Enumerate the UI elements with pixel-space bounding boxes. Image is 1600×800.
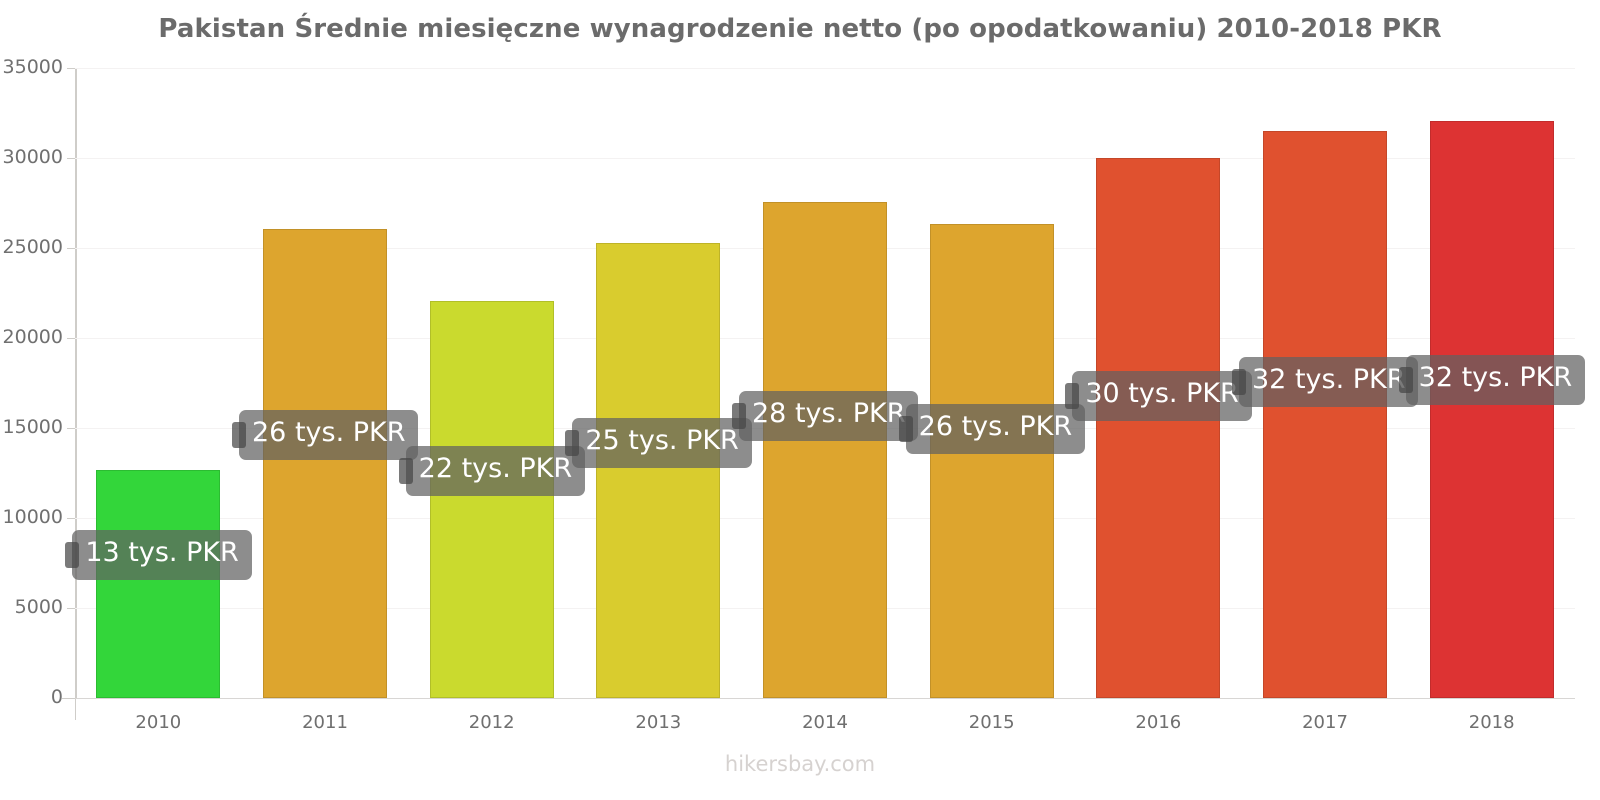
- data-label-text: 32 tys. PKR: [1252, 364, 1406, 395]
- data-label-2012: 22 tys. PKR: [398, 446, 586, 496]
- data-label-text: 13 tys. PKR: [85, 537, 239, 568]
- y-axis-tick-mark: [67, 338, 75, 339]
- tooltip-stem: [565, 430, 580, 456]
- gridline: [75, 68, 1575, 69]
- bar-2018[interactable]: [1429, 121, 1554, 698]
- y-axis-tick-label: 15000: [2, 416, 63, 438]
- x-axis-tick-label-2016: 2016: [1135, 712, 1182, 733]
- data-label-2013: 25 tys. PKR: [565, 418, 752, 468]
- y-axis-tick-mark: [67, 158, 75, 159]
- tooltip-stem: [732, 403, 746, 429]
- data-label-text: 26 tys. PKR: [918, 411, 1073, 442]
- data-label-2011: 26 tys. PKR: [232, 410, 419, 460]
- y-axis-tick-label: 5000: [14, 596, 63, 618]
- data-label-text: 26 tys. PKR: [252, 417, 406, 448]
- data-label-text: 32 tys. PKR: [1418, 362, 1573, 393]
- bar-2012[interactable]: [429, 301, 554, 698]
- source-watermark: hikersbay.com: [724, 752, 876, 776]
- tooltip-stem: [1232, 369, 1246, 395]
- x-axis-tick-label-2014: 2014: [802, 712, 848, 733]
- gridline: [75, 158, 1575, 159]
- tooltip-stem: [1398, 367, 1413, 393]
- y-axis-tick-label: 35000: [2, 56, 63, 78]
- bar-2010[interactable]: [96, 470, 221, 698]
- gridline: [75, 698, 1575, 699]
- tooltip-stem: [1065, 383, 1080, 409]
- x-axis-tick-label-2015: 2015: [968, 712, 1015, 733]
- data-label-2015: 26 tys. PKR: [898, 404, 1086, 454]
- data-label-text: 30 tys. PKR: [1085, 378, 1239, 409]
- bar-2015[interactable]: [929, 223, 1054, 698]
- data-label-text: 25 tys. PKR: [585, 425, 739, 456]
- y-axis-tick-mark: [67, 248, 75, 249]
- data-label-2014: 28 tys. PKR: [732, 391, 919, 441]
- plot-area: [75, 68, 1575, 699]
- tooltip-stem: [398, 458, 413, 484]
- y-axis-tick-mark: [67, 698, 75, 699]
- x-axis-tick-label-2018: 2018: [1468, 712, 1515, 733]
- data-label-text: 28 tys. PKR: [752, 398, 906, 429]
- y-axis-tick-mark: [67, 68, 75, 69]
- y-axis-tick-label: 10000: [2, 506, 63, 528]
- x-axis-tick-label-2012: 2012: [468, 712, 515, 733]
- y-axis-tick-mark: [67, 608, 75, 609]
- tooltip-stem: [898, 416, 913, 442]
- y-axis-tick-label: 25000: [2, 236, 63, 258]
- data-label-2010: 13 tys. PKR: [65, 530, 252, 580]
- tooltip-stem: [65, 542, 80, 568]
- x-axis-tick-label-2013: 2013: [635, 712, 682, 733]
- data-label-2016: 30 tys. PKR: [1065, 371, 1252, 421]
- data-label-2017: 32 tys. PKR: [1232, 357, 1419, 407]
- page-title: Pakistan Średnie miesięczne wynagrodzeni…: [158, 14, 1442, 44]
- data-label-2018: 32 tys. PKR: [1398, 355, 1586, 405]
- y-axis-tick-label: 0: [50, 686, 63, 708]
- x-axis-tick-label-2017: 2017: [1302, 712, 1348, 733]
- bar-2013[interactable]: [596, 242, 721, 698]
- y-axis-tick-label: 30000: [2, 146, 63, 168]
- bar-2014[interactable]: [763, 202, 887, 698]
- x-axis-tick-label-2011: 2011: [302, 712, 348, 733]
- bar-2017[interactable]: [1263, 131, 1387, 698]
- bar-2011[interactable]: [263, 229, 387, 698]
- data-label-text: 22 tys. PKR: [418, 453, 573, 484]
- y-axis-line: [75, 68, 77, 698]
- tooltip-stem: [232, 422, 246, 448]
- y-axis-tick-label: 20000: [2, 326, 63, 348]
- y-axis-tick-mark: [67, 518, 75, 519]
- bar-2016[interactable]: [1096, 158, 1221, 698]
- x-axis-tick-mark: [75, 698, 76, 720]
- y-axis-tick-mark: [67, 428, 75, 429]
- x-axis-tick-label-2010: 2010: [135, 712, 182, 733]
